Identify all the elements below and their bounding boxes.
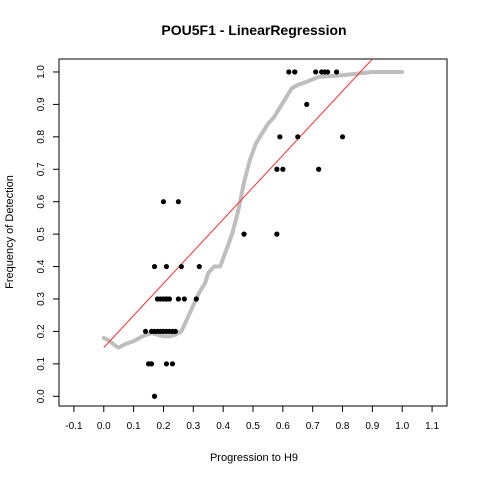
x-tick-label: 0.7 xyxy=(306,421,320,432)
data-point xyxy=(154,296,161,302)
data-point xyxy=(339,134,346,140)
x-tick-label: 0.9 xyxy=(365,421,379,432)
y-axis-label: Frequency of Detection xyxy=(4,175,16,289)
data-point xyxy=(163,361,170,367)
x-axis: -0.1 0.0 0.1 0.2 0.3 0.4 0.5 0.6 0.7 0.8 0.9 1.0 1.1 xyxy=(65,406,439,432)
data-point xyxy=(277,134,283,140)
data-point xyxy=(175,199,181,205)
y-axis: 0.0 0.1 0.2 0.3 0.4 0.5 0.6 0.7 0.8 0.9 1.0 xyxy=(36,65,59,403)
data-point xyxy=(286,69,292,75)
y-tick-label: 0.2 xyxy=(36,324,47,338)
regression-line-segment xyxy=(103,58,373,348)
chart-title: POU5F1 - LinearRegression xyxy=(161,22,346,38)
data-point xyxy=(304,101,310,108)
y-tick-label: 0.3 xyxy=(36,292,47,306)
y-tick-label: 0.6 xyxy=(36,194,47,208)
y-tick-label: 0.0 xyxy=(36,389,47,403)
data-point xyxy=(172,328,178,335)
data-point xyxy=(274,166,280,172)
smooth-curve xyxy=(101,69,405,350)
x-axis-label: Progression to H9 xyxy=(210,452,298,464)
data-point xyxy=(181,296,187,302)
x-tick-label: 0.2 xyxy=(157,421,171,432)
data-point xyxy=(151,393,158,399)
data-points xyxy=(142,69,346,399)
x-tick-label: -0.1 xyxy=(65,421,83,432)
data-point xyxy=(148,361,155,367)
plot-frame xyxy=(58,58,448,407)
y-tick-label: 0.4 xyxy=(36,259,47,273)
data-point xyxy=(280,166,286,172)
data-point xyxy=(142,328,149,335)
data-point xyxy=(295,134,301,140)
y-tick-label: 0.5 xyxy=(36,227,47,241)
data-point xyxy=(151,263,158,270)
x-tick-label: 0.1 xyxy=(127,421,141,432)
data-point xyxy=(274,231,280,237)
y-tick-label: 0.9 xyxy=(36,97,47,111)
x-tick-label: 0.8 xyxy=(336,421,350,432)
y-tick-label: 0.7 xyxy=(36,162,47,176)
data-point xyxy=(166,296,173,302)
data-point xyxy=(325,69,331,75)
x-tick-label: 0.6 xyxy=(276,421,290,432)
y-tick-label: 1.0 xyxy=(36,65,47,79)
data-point xyxy=(292,69,298,75)
x-tick-label: 1.1 xyxy=(425,421,439,432)
y-tick-label: 0.8 xyxy=(36,129,47,143)
x-tick-label: 1.0 xyxy=(395,421,409,432)
data-point xyxy=(169,361,176,367)
x-tick-label: 0.3 xyxy=(186,421,200,432)
data-point xyxy=(193,296,199,302)
smooth-curve-line xyxy=(101,69,405,350)
regression-line xyxy=(103,58,373,348)
data-point xyxy=(333,69,340,75)
data-point xyxy=(316,166,322,172)
data-point xyxy=(163,263,170,270)
x-tick-label: 0.0 xyxy=(97,421,111,432)
y-tick-label: 0.1 xyxy=(36,356,47,370)
data-point xyxy=(160,199,167,205)
data-point xyxy=(196,263,202,270)
x-tick-label: 0.4 xyxy=(216,421,230,432)
data-point xyxy=(178,263,184,270)
data-point xyxy=(313,69,319,75)
data-point xyxy=(241,231,247,237)
data-point xyxy=(175,296,181,302)
x-tick-label: 0.5 xyxy=(246,421,260,432)
